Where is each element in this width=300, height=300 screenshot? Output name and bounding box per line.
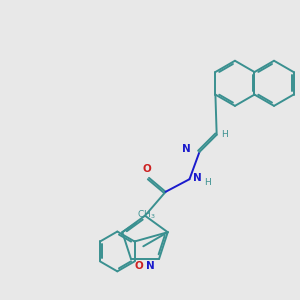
Text: O: O — [135, 261, 144, 271]
Text: N: N — [182, 144, 191, 154]
Text: N: N — [146, 261, 155, 271]
Text: H: H — [221, 130, 228, 139]
Text: O: O — [142, 164, 151, 174]
Text: N: N — [193, 172, 202, 182]
Text: H: H — [204, 178, 211, 187]
Text: CH$_3$: CH$_3$ — [137, 208, 156, 221]
